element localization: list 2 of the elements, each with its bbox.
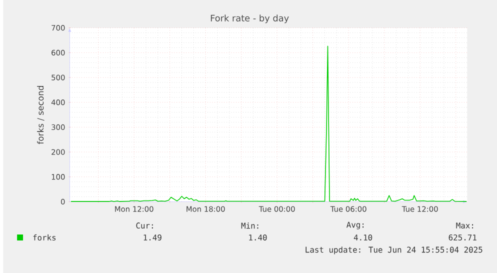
chart-title: Fork rate - by day — [210, 14, 289, 24]
y-axis-title: forks / second — [37, 86, 44, 144]
